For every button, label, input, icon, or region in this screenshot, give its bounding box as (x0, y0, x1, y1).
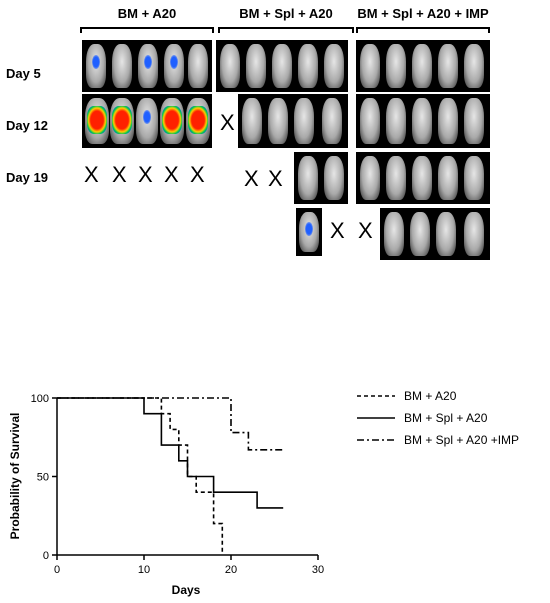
group-bracket-bm-spl-a20 (218, 27, 354, 33)
bli-panel-day12-bm-spl-a20 (238, 94, 348, 148)
survival-chart: 0 50 100 0 10 20 30 Probability of Survival D… (8, 389, 519, 597)
survival-curve-2 (57, 397, 284, 509)
bli-panel-day19-bm-spl-a20-imp (356, 152, 490, 204)
y-tick-label: 100 (31, 393, 49, 405)
y-axis-label: Probability of Survival (8, 413, 22, 540)
survival-curve-1 (57, 397, 224, 555)
deceased-marker: X (84, 162, 99, 187)
legend-label: BM + Spl + A20 (404, 411, 488, 425)
legend-label: BM + A20 (404, 389, 457, 403)
group-label-bm-spl-a20: BM + Spl + A20 (239, 6, 333, 21)
survival-curve-3 (57, 397, 284, 451)
deceased-marker: X (244, 166, 259, 191)
deceased-marker: X (164, 162, 179, 187)
x-axis-label: Days (172, 583, 201, 597)
bli-panel-day12-bm-a20 (82, 94, 212, 148)
deceased-marker: X (190, 162, 205, 187)
day-label-5: Day 5 (6, 66, 41, 81)
bli-panel-day5-bm-spl-a20 (216, 40, 348, 92)
deceased-marker: X (358, 218, 373, 243)
legend-label: BM + Spl + A20 +IMP (404, 433, 519, 447)
bli-panel-day19-bm-spl-a20 (294, 152, 348, 204)
group-bracket-bm-a20 (80, 27, 214, 33)
bli-panel-day5-bm-a20 (82, 40, 212, 92)
deceased-marker: X (330, 218, 345, 243)
y-tick-label: 0 (43, 550, 49, 562)
deceased-marker: X (220, 110, 235, 135)
x-tick-label: 10 (138, 564, 150, 576)
bli-panel-day5-bm-spl-a20-imp (356, 40, 490, 92)
deceased-marker: X (268, 166, 283, 191)
y-tick-label: 50 (37, 472, 49, 484)
x-tick-label: 0 (54, 564, 60, 576)
day-label-19: Day 19 (6, 170, 48, 185)
x-tick-label: 20 (225, 564, 237, 576)
bli-panel-extra-bm-spl-a20-imp (380, 208, 490, 260)
day-label-12: Day 12 (6, 118, 48, 133)
bli-panel-day12-bm-spl-a20-imp (356, 94, 490, 148)
group-label-bm-a20: BM + A20 (117, 6, 177, 21)
deceased-marker: X (138, 162, 153, 187)
deceased-marker: X (112, 162, 127, 187)
bli-panel-extra-bm-spl-a20 (296, 208, 322, 256)
x-tick-label: 30 (312, 564, 324, 576)
group-label-bm-spl-a20-imp: BM + Spl + A20 + IMP (357, 6, 489, 21)
group-bracket-bm-spl-a20-imp (356, 27, 490, 33)
